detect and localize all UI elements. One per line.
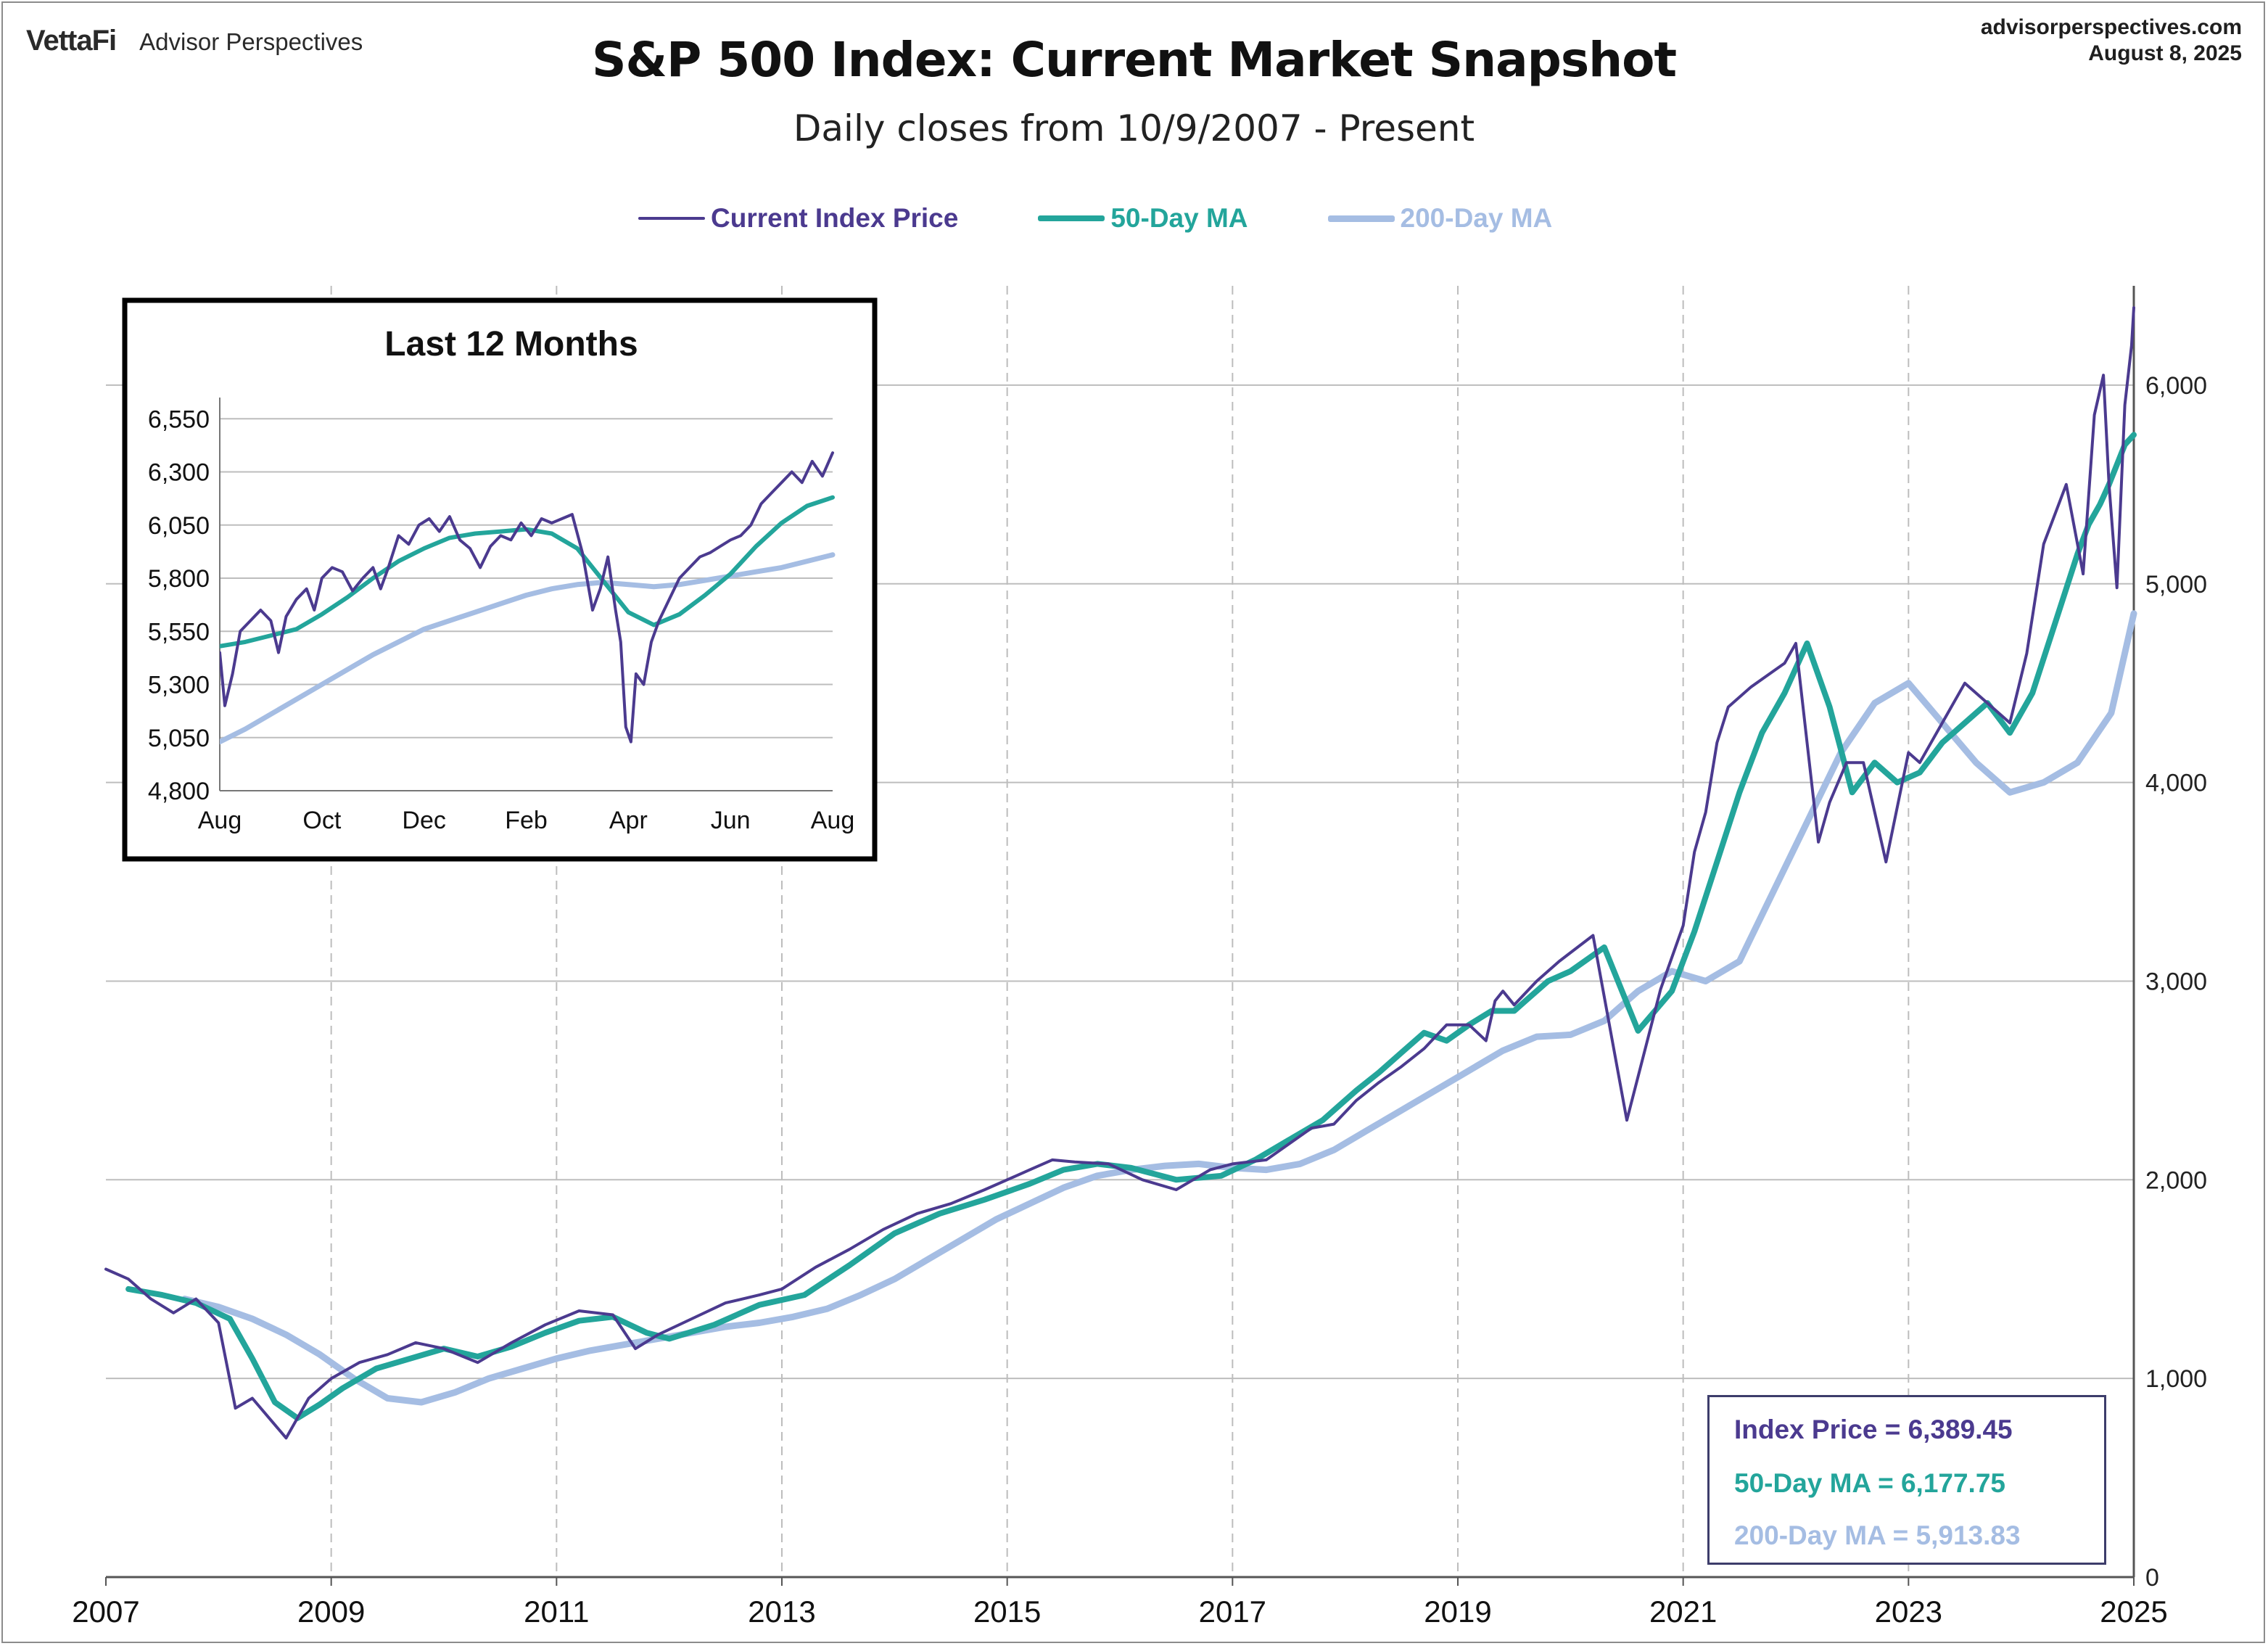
inset-x-tick-label: Aug [198, 807, 242, 834]
chart-title: S&P 500 Index: Current Market Snapshot [591, 32, 1677, 88]
legend-label-ma200: 200-Day MA [1400, 203, 1553, 233]
summary-index-price: Index Price = 6,389.45 [1734, 1415, 2013, 1444]
inset-x-tick-label: Aug [811, 807, 855, 834]
legend-label-price: Current Index Price [711, 203, 959, 233]
brand-logo[interactable]: VettaFi [26, 25, 117, 57]
x-tick-label: 2021 [1649, 1594, 1717, 1629]
x-tick-label: 2009 [297, 1594, 365, 1629]
inset-y-tick-label: 5,550 [148, 618, 210, 646]
x-tick-label: 2011 [524, 1594, 589, 1629]
brand-name: Advisor Perspectives [139, 28, 363, 55]
legend-item-price: Current Index Price [638, 203, 958, 234]
series-line-current-index-price [104, 306, 2135, 1440]
site-info: advisorperspectives.com August 8, 2025 [1981, 15, 2242, 67]
inset-title: Last 12 Months [384, 325, 638, 363]
x-tick-label: 2007 [72, 1594, 139, 1629]
legend-swatch-ma50 [1038, 215, 1105, 221]
x-tick-label: 2013 [748, 1594, 815, 1629]
inset-chart: Last 12 Months 4,800 5,050 5,300 5,550 5,800 6… [122, 297, 878, 862]
x-tick-label: 2017 [1199, 1594, 1266, 1629]
legend-item-ma50: 50-Day MA [1038, 203, 1248, 234]
legend: Current Index Price 50-Day MA 200-Day MA [638, 203, 1632, 234]
summary-ma50: 50-Day MA = 6,177.75 [1734, 1468, 2005, 1498]
y-tick-label: 5,000 [2145, 571, 2207, 598]
inset-series-line-current-index-price [220, 451, 834, 744]
summary-ma200: 200-Day MA = 5,913.83 [1734, 1521, 2021, 1550]
legend-item-ma200: 200-Day MA [1327, 203, 1553, 234]
summary-box: Index Price = 6,389.45 50-Day MA = 6,177… [1707, 1395, 2106, 1565]
inset-x-tick-label: Feb [505, 807, 548, 834]
inset-y-tick-label: 4,800 [148, 778, 210, 805]
inset-x-tick-label: Apr [609, 807, 648, 834]
y-tick-label: 6,000 [2145, 372, 2207, 400]
series-line-50-day-ma [125, 432, 2137, 1421]
x-tick-label: 2023 [1875, 1594, 1942, 1629]
series-line-200-day-ma [181, 610, 2137, 1406]
x-tick-label: 2015 [973, 1594, 1041, 1629]
inset-y-tick-label: 5,300 [148, 672, 210, 699]
inset-x-tick-label: Jun [711, 807, 751, 834]
y-tick-label: 3,000 [2145, 968, 2207, 995]
inset-y-tick-label: 6,550 [148, 406, 210, 433]
x-tick-label: 2025 [2100, 1594, 2167, 1629]
inset-y-tick-label: 5,800 [148, 565, 210, 593]
site-url[interactable]: advisorperspectives.com [1980, 15, 2242, 39]
brand: VettaFi Advisor Perspectives [26, 25, 363, 57]
y-tick-label: 4,000 [2145, 770, 2207, 797]
inset-y-tick-label: 6,300 [148, 459, 210, 487]
chart-subtitle: Daily closes from 10/9/2007 - Present [793, 107, 1475, 149]
report-date: August 8, 2025 [2088, 41, 2242, 65]
y-tick-label: 2,000 [2145, 1166, 2207, 1194]
inset-border [122, 297, 878, 862]
inset-y-tick-label: 6,050 [148, 512, 210, 540]
inset-x-tick-label: Dec [402, 807, 445, 834]
legend-swatch-price [638, 217, 705, 220]
y-tick-label: 1,000 [2145, 1365, 2207, 1393]
legend-label-ma50: 50-Day MA [1110, 203, 1248, 233]
inset-x-tick-label: Oct [302, 807, 341, 834]
legend-swatch-ma200 [1327, 215, 1395, 222]
y-tick-label: 0 [2145, 1564, 2159, 1592]
inset-y-tick-label: 5,050 [148, 725, 210, 752]
x-tick-label: 2019 [1424, 1594, 1491, 1629]
